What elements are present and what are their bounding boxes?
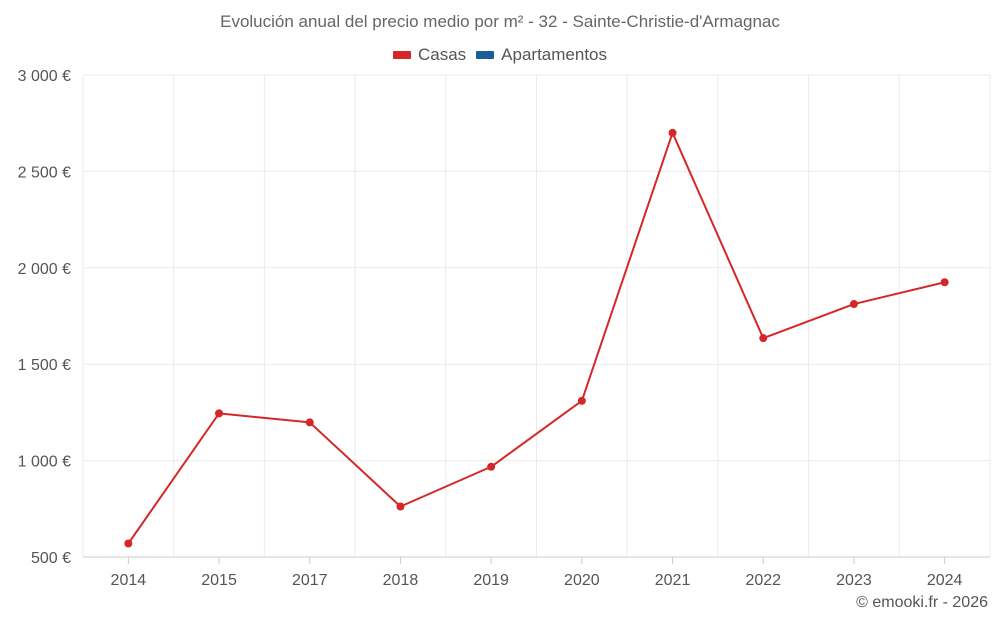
y-tick-label: 500 € — [31, 550, 71, 567]
y-tick-label: 2 500 € — [18, 164, 71, 181]
legend-item-casas[interactable]: Casas — [392, 45, 467, 65]
legend-label-casas: Casas — [417, 45, 467, 64]
y-tick-label: 1 000 € — [18, 454, 71, 471]
data-point-casas[interactable] — [668, 128, 677, 137]
legend-label-apartamentos: Apartamentos — [501, 45, 608, 64]
data-point-casas[interactable] — [396, 502, 405, 511]
data-point-casas[interactable] — [577, 396, 586, 405]
x-tick-label: 2019 — [473, 572, 509, 589]
x-tick-label: 2021 — [655, 572, 691, 589]
x-tick-label: 2023 — [836, 572, 872, 589]
data-point-casas[interactable] — [940, 278, 949, 287]
x-tick-label: 2020 — [564, 572, 600, 589]
y-tick-label: 3 000 € — [18, 68, 71, 85]
legend-swatch-casas — [392, 51, 411, 59]
chart-title: Evolución anual del precio medio por m² … — [220, 12, 780, 31]
axes: 500 € 1 000 € 1 500 € 2 000 € 2 500 € 3 000 €… — [18, 68, 963, 589]
x-tick-label: 2015 — [201, 572, 237, 589]
series-line-casas — [127, 131, 945, 545]
legend-item-apartamentos[interactable]: Apartamentos — [476, 45, 607, 65]
y-tick-label: 2 000 € — [18, 261, 71, 278]
x-tick-label: 2017 — [292, 572, 328, 589]
legend: Casas Apartamentos — [0, 45, 1000, 65]
footer-credit: © emooki.fr - 2026 — [856, 594, 988, 611]
x-tick-label: 2022 — [745, 572, 781, 589]
x-tick-label: 2014 — [111, 572, 147, 589]
data-point-casas[interactable] — [849, 300, 858, 309]
grid — [82, 74, 991, 558]
data-point-casas[interactable] — [215, 409, 224, 418]
x-tick-label: 2018 — [383, 572, 419, 589]
data-point-casas[interactable] — [487, 462, 496, 471]
y-tick-label: 1 500 € — [18, 357, 71, 374]
data-point-casas[interactable] — [759, 334, 768, 343]
series-casas — [124, 128, 949, 548]
legend-swatch-apartamentos — [476, 51, 495, 59]
data-point-casas[interactable] — [305, 418, 314, 427]
x-tick-label: 2024 — [927, 572, 963, 589]
data-point-casas[interactable] — [124, 539, 133, 548]
